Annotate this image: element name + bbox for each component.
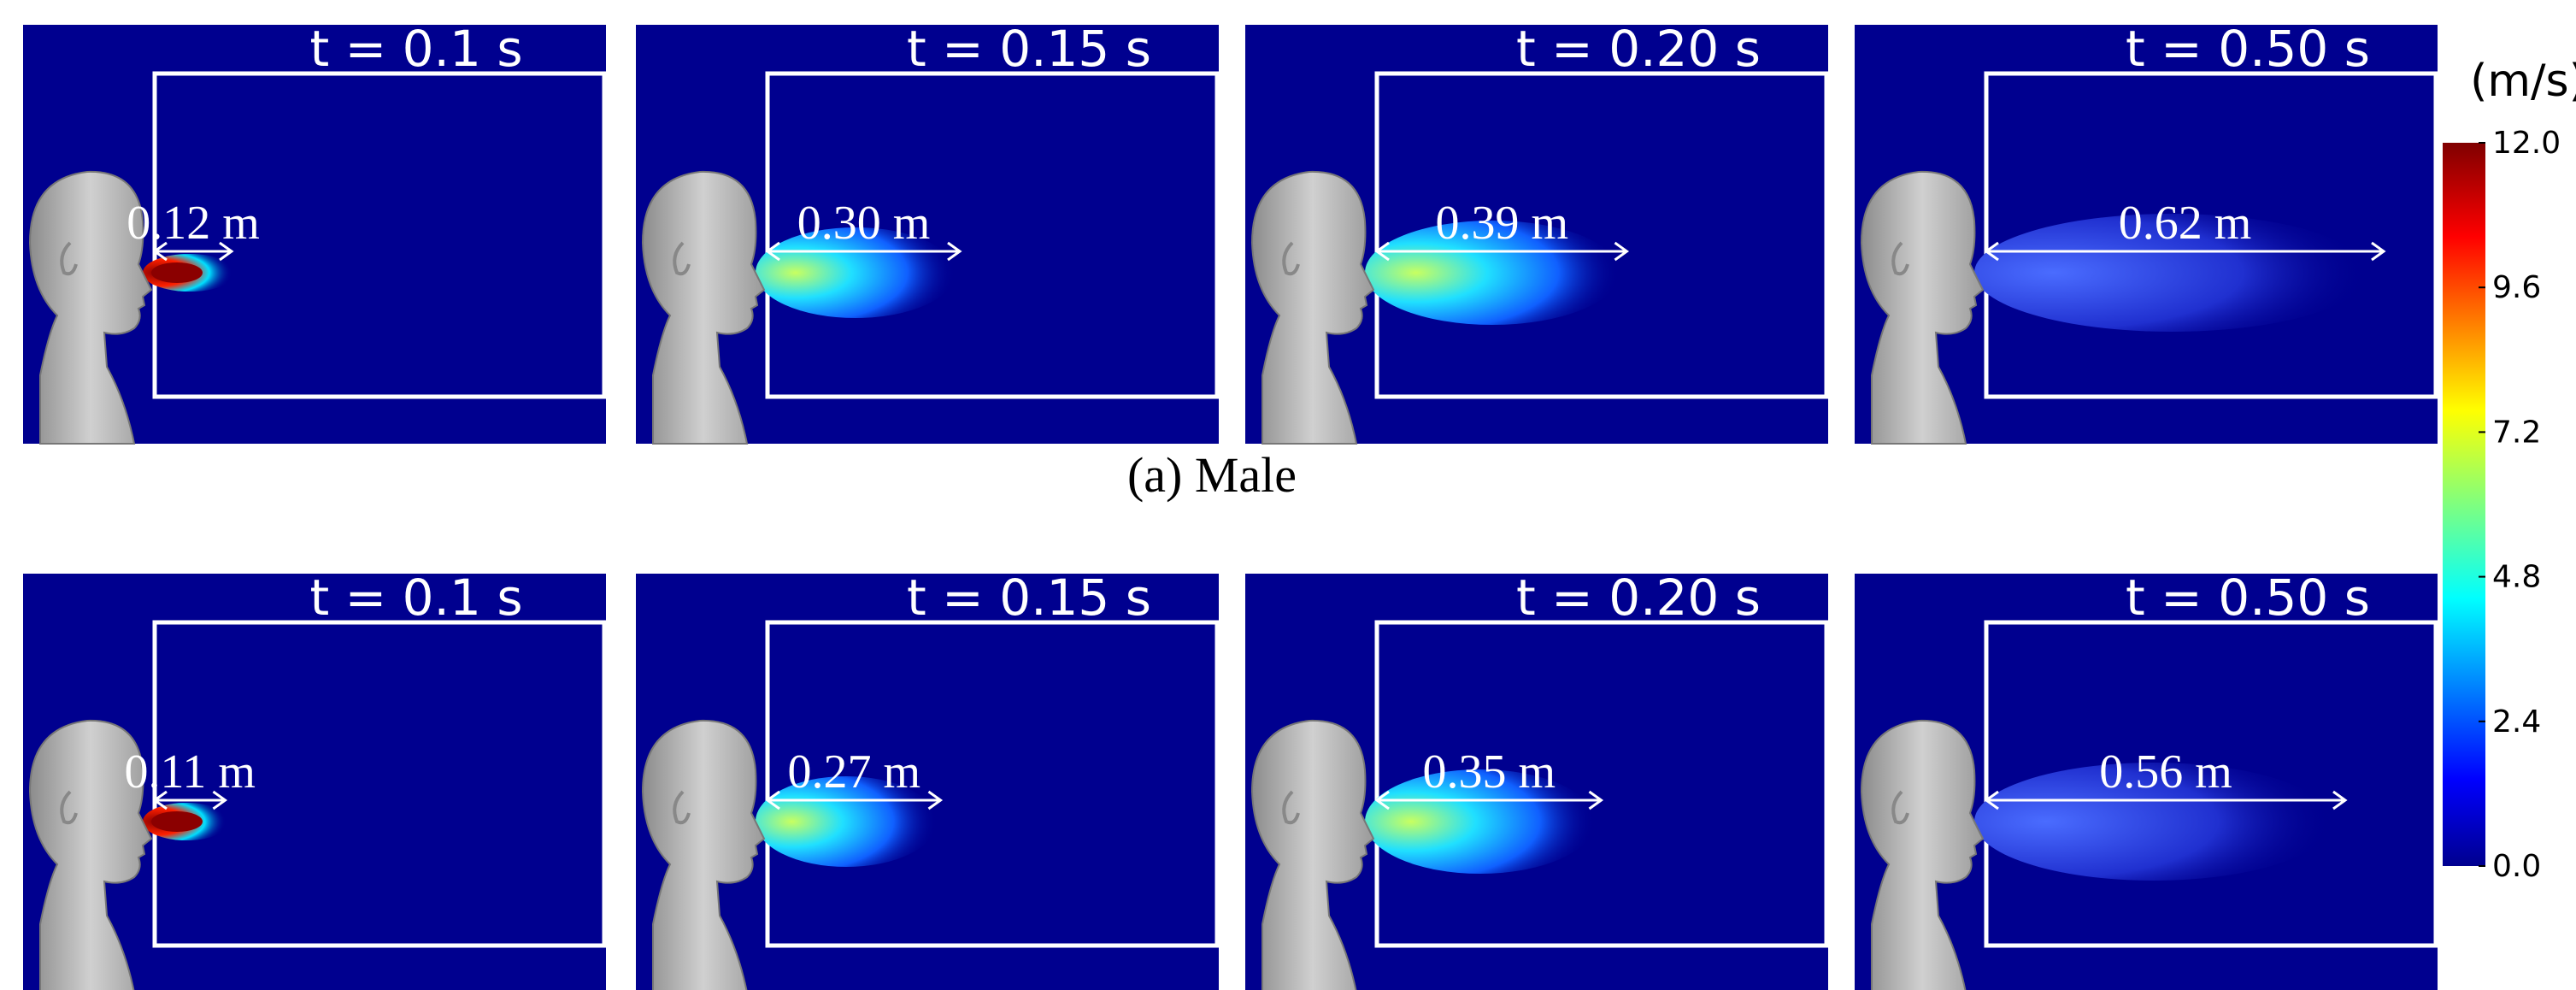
distance-label: 0.62 m xyxy=(2119,197,2252,250)
panel: 0.35 m t = 0.20 s xyxy=(1245,569,1828,990)
distance-label: 0.39 m xyxy=(1435,197,1568,250)
panel: 0.12 m t = 0.1 s xyxy=(23,20,606,444)
figure: 0.12 m t = 0.1 s 0.30 m t = 0.15 s 0.39 m t =… xyxy=(0,0,2576,990)
colorbar-tick-label: 7.2 xyxy=(2492,415,2541,450)
panels: 0.12 m t = 0.1 s 0.30 m t = 0.15 s 0.39 m t =… xyxy=(23,20,2438,990)
panel: 0.30 m t = 0.15 s xyxy=(636,20,1219,444)
caption: (a) Male xyxy=(1127,447,1297,503)
colorbar xyxy=(2443,143,2485,866)
time-label: t = 0.20 s xyxy=(1516,20,1761,78)
time-label: t = 0.15 s xyxy=(907,20,1151,78)
distance-label: 0.56 m xyxy=(2099,745,2232,798)
time-label: t = 0.1 s xyxy=(309,20,522,78)
colorbar-tick-label: 0.0 xyxy=(2492,849,2541,884)
time-label: t = 0.50 s xyxy=(2126,20,2370,78)
distance-label: 0.12 m xyxy=(126,197,260,250)
panel: 0.39 m t = 0.20 s xyxy=(1245,20,1828,444)
panel: 0.62 m t = 0.50 s xyxy=(1855,20,2438,444)
colorbar-ticks: 12.0 9.6 7.2 4.8 2.4 0.0 xyxy=(2479,126,2561,884)
jet-core xyxy=(151,811,203,832)
distance-label: 0.30 m xyxy=(797,197,931,250)
colorbar-tick-label: 12.0 xyxy=(2492,126,2561,161)
distance-label: 0.11 m xyxy=(125,745,256,798)
panel: 0.11 m t = 0.1 s xyxy=(23,569,606,990)
jet-core xyxy=(151,262,203,283)
time-label: t = 0.50 s xyxy=(2126,569,2370,627)
colorbar-unit: (m/s) xyxy=(2470,56,2576,107)
time-label: t = 0.20 s xyxy=(1516,569,1761,627)
panel: 0.27 m t = 0.15 s xyxy=(636,569,1219,990)
colorbar-tick-label: 2.4 xyxy=(2492,704,2541,740)
panel: 0.56 m t = 0.50 s xyxy=(1855,569,2438,990)
colorbar-tick-label: 9.6 xyxy=(2492,270,2541,305)
time-label: t = 0.1 s xyxy=(309,569,522,627)
distance-label: 0.35 m xyxy=(1422,745,1556,798)
colorbar-tick-label: 4.8 xyxy=(2492,560,2541,595)
time-label: t = 0.15 s xyxy=(907,569,1151,627)
distance-label: 0.27 m xyxy=(787,745,920,798)
